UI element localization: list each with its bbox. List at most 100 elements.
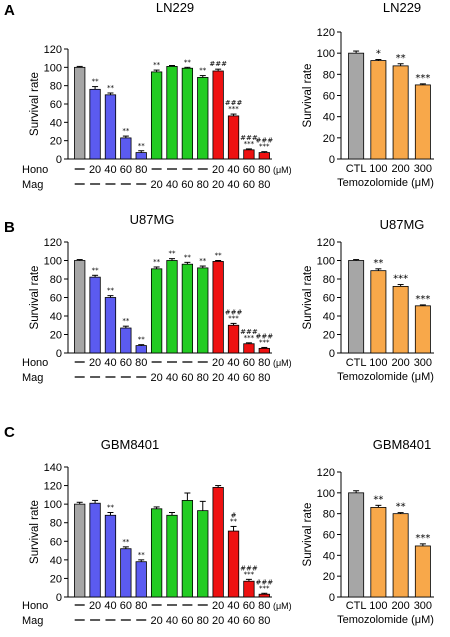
dose-label: 40 [104,600,116,612]
significance-label: ** [169,250,177,258]
bar [74,503,86,598]
y-tick-label: 0 [56,348,62,360]
significance-label: ** [373,258,383,269]
significance-label: ### [256,578,274,586]
y-tick-label: 40 [50,555,62,567]
unit-label: (μM) [273,165,292,175]
bar [392,65,409,160]
significance-label: ** [184,58,192,66]
dose-label: 60 [243,164,255,176]
dose-label: 20 [150,615,162,627]
significance-label: *** [415,294,430,305]
x-tick-label: CTL [346,600,367,612]
significance-label: ** [122,127,130,135]
y-tick-label: 60 [50,293,62,305]
y-tick-label: 100 [317,488,335,500]
y-tick-label: 120 [44,44,62,56]
y-tick-label: 120 [317,237,335,249]
bar [104,514,117,598]
x-tick-label: CTL [346,357,367,369]
significance-label: ** [122,317,130,325]
significance-label: ### [225,308,243,316]
bar [227,324,240,354]
dose-label: 40 [104,357,116,369]
dose-label: 60 [120,600,132,612]
dose-label: 20 [89,164,101,176]
dose-label: 80 [258,600,270,612]
bar [120,327,132,354]
dose-label: 40 [104,164,116,176]
dose-label: 60 [243,615,255,627]
y-axis-label: Survival rate [302,266,314,330]
significance-label: ** [184,253,192,261]
y-axis-label: Survival rate [302,503,314,567]
panel-letter-b: B [4,219,15,236]
significance-label: *** [228,105,239,113]
significance-label: ### [256,332,274,340]
significance-label: ** [396,502,406,513]
chart-title: LN229 [156,0,194,15]
dose-label: 60 [181,372,193,384]
y-tick-label: 120 [317,27,335,39]
bar [181,500,194,598]
significance-label: ** [138,336,146,344]
dose-label: 80 [197,179,209,191]
significance-label: ** [138,142,146,150]
bar [104,94,117,160]
y-tick-label: 60 [323,530,335,542]
dose-label: 80 [197,615,209,627]
significance-label: ** [92,266,100,274]
dose-label: 20 [212,600,224,612]
significance-label: *** [415,73,430,84]
bar [227,115,240,160]
dose-label: 60 [181,615,193,627]
y-tick-label: 20 [323,133,335,145]
y-tick-label: 60 [323,293,335,305]
y-tick-label: 100 [44,256,62,268]
dose-label: 60 [120,164,132,176]
chart-title: GBM8401 [101,437,160,452]
y-axis-label: Survival rate [29,266,41,330]
dose-label: 20 [212,179,224,191]
y-axis-label: Survival rate [302,64,314,128]
bar [166,514,178,598]
significance-label: ** [153,61,161,69]
panel-letter-a: A [4,2,15,19]
significance-label: ** [396,53,406,64]
bar [348,492,365,598]
significance-label: *** [228,314,239,322]
y-tick-label: 40 [323,112,335,124]
dose-label: 80 [197,372,209,384]
bar [89,502,101,598]
dose-label: 60 [181,179,193,191]
chart-title: U87MG [130,212,175,227]
y-axis-label: Survival rate [29,72,41,136]
significance-label: *** [244,334,255,342]
x-tick-label: 300 [414,600,432,612]
y-tick-label: 20 [50,136,62,148]
row-label-mag: Mag [22,372,43,384]
dose-label: 40 [166,615,178,627]
dose-label: 80 [258,357,270,369]
x-axis-label: Temozolomide (μM) [337,177,434,189]
x-tick-label: 200 [391,357,409,369]
bar [348,260,365,354]
y-tick-label: 80 [323,274,335,286]
significance-label: ### [256,137,274,145]
dose-label: 40 [227,357,239,369]
row-label-hono: Hono [22,600,48,612]
significance-label: ### [225,99,243,107]
y-tick-label: 60 [50,99,62,111]
significance-label: * [376,49,381,60]
dose-label: 80 [135,357,147,369]
dose-label: 40 [227,179,239,191]
unit-label: (μM) [273,601,292,611]
dose-label: 40 [166,179,178,191]
significance-label: ** [153,258,161,266]
x-tick-label: CTL [346,163,367,175]
x-tick-label: 200 [391,600,409,612]
bar [243,580,255,598]
y-tick-label: 0 [329,348,335,360]
y-tick-label: 120 [317,467,335,479]
bar [370,60,387,160]
